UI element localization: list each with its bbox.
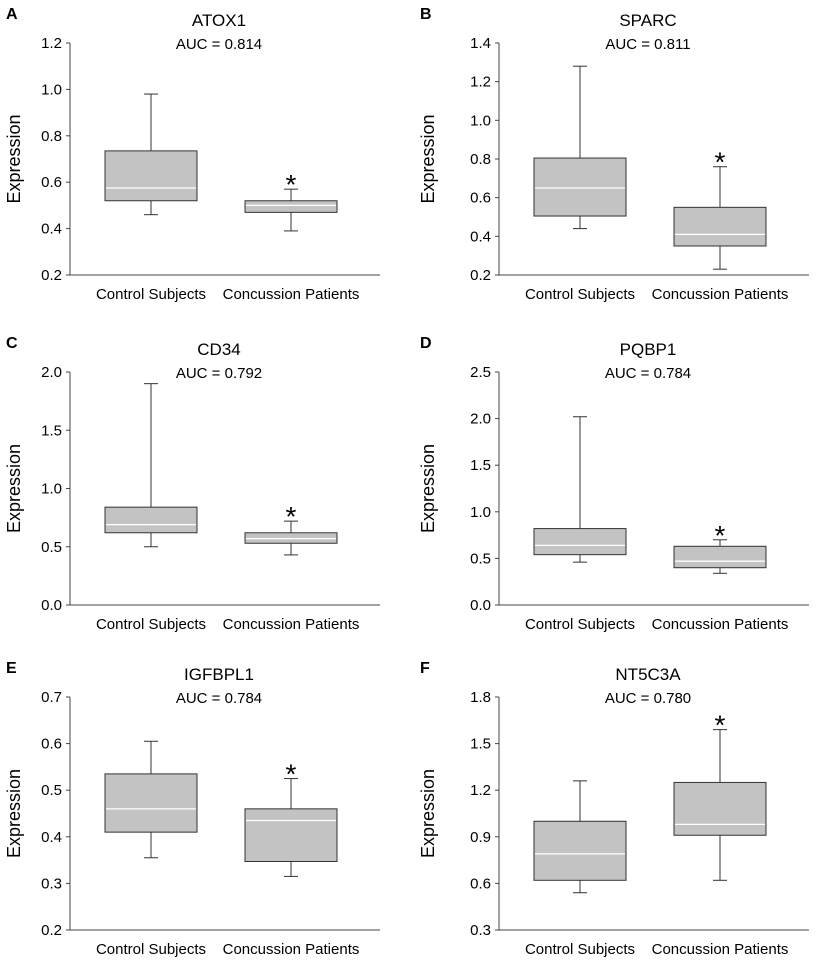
x-category-label: Control Subjects [96,941,206,958]
x-category-label: Control Subjects [525,286,635,303]
y-axis-label: Expression [4,769,24,858]
y-tick-label: 1.0 [41,481,62,498]
x-category-label: Concussion Patients [652,286,789,303]
chart-title: PQBP1 [620,340,677,359]
y-tick-label: 0.2 [470,267,491,284]
iqr-box [673,206,767,247]
auc-annotation: AUC = 0.784 [176,690,262,707]
iqr-box [104,773,198,833]
iqr-box [104,506,198,534]
iqr-box [533,528,627,556]
y-tick-label: 0.4 [470,228,491,245]
y-tick-label: 0.8 [41,128,62,145]
y-tick-label: 2.0 [470,411,491,428]
y-tick-label: 1.0 [470,504,491,521]
panel-letter: F [420,660,430,677]
iqr-box [673,545,767,569]
x-category-label: Control Subjects [525,941,635,958]
panel-letter: E [6,660,17,677]
y-tick-label: 0.8 [470,151,491,168]
panel-letter: D [420,335,432,352]
y-tick-label: 0.5 [41,539,62,556]
y-tick-label: 2.5 [470,364,491,381]
significance-marker: * [286,501,297,532]
auc-annotation: AUC = 0.780 [605,690,691,707]
y-tick-label: 1.2 [470,74,491,91]
auc-annotation: AUC = 0.811 [605,36,690,53]
y-tick-label: 1.5 [470,736,491,753]
significance-marker: * [286,169,297,200]
y-tick-label: 1.8 [470,689,491,706]
y-axis-label: Expression [4,444,24,533]
chart-panel-d: D PQBP1 AUC = 0.784 Expression 0.0 0.5 1.0 1.5 2… [418,335,809,633]
y-tick-label: 0.6 [470,875,491,892]
chart-panel-e: E IGFBPL1 AUC = 0.784 Expression 0.2 0.3 0.4 0.… [4,660,380,958]
auc-annotation: AUC = 0.814 [176,36,262,53]
auc-annotation: AUC = 0.792 [176,365,262,382]
x-category-label: Control Subjects [525,616,635,633]
y-tick-label: 0.6 [41,174,62,191]
panel-letter: B [420,6,432,23]
chart-title: ATOX1 [192,11,246,30]
y-tick-label: 0.3 [41,875,62,892]
chart-title: SPARC [619,11,676,30]
y-tick-label: 0.2 [41,267,62,284]
panel-letter: A [6,6,18,23]
panel-letter: C [6,335,18,352]
y-tick-label: 0.6 [470,190,491,207]
y-tick-label: 0.3 [470,922,491,939]
y-tick-label: 1.4 [470,35,491,52]
y-axis-label: Expression [4,114,24,203]
y-tick-label: 0.2 [41,922,62,939]
y-axis-label: Expression [418,769,438,858]
iqr-box [673,781,767,836]
x-category-label: Concussion Patients [223,616,360,633]
chart-title: CD34 [197,340,240,359]
chart-panel-c: C CD34 AUC = 0.792 Expression 0.0 0.5 1.0 1.5 2.… [4,335,380,633]
x-category-label: Control Subjects [96,286,206,303]
y-tick-label: 1.5 [41,422,62,439]
y-tick-label: 0.5 [41,782,62,799]
y-tick-label: 0.0 [41,597,62,614]
significance-marker: * [715,710,726,741]
y-tick-label: 0.9 [470,829,491,846]
significance-marker: * [715,147,726,178]
chart-title: NT5C3A [615,665,681,684]
x-category-label: Concussion Patients [652,941,789,958]
x-category-label: Control Subjects [96,616,206,633]
chart-panel-f: F NT5C3A AUC = 0.780 Expression 0.3 0.6 0.9 1.2… [418,660,809,958]
x-category-label: Concussion Patients [652,616,789,633]
x-category-label: Concussion Patients [223,941,360,958]
y-tick-label: 0.5 [470,550,491,567]
chart-panel-b: B SPARC AUC = 0.811 Expression 0.2 0.4 0.6 0.8 1… [418,6,809,303]
iqr-box [244,808,338,862]
iqr-box [533,820,627,881]
y-tick-label: 0.6 [41,736,62,753]
y-tick-label: 2.0 [41,364,62,381]
y-tick-label: 1.2 [470,782,491,799]
y-tick-label: 0.4 [41,221,62,238]
y-tick-label: 0.4 [41,829,62,846]
y-tick-label: 1.5 [470,457,491,474]
auc-annotation: AUC = 0.784 [605,365,691,382]
iqr-box [533,157,627,217]
chart-title: IGFBPL1 [184,665,254,684]
x-category-label: Concussion Patients [223,286,360,303]
y-axis-label: Expression [418,444,438,533]
y-tick-label: 1.2 [41,35,62,52]
iqr-box [244,200,338,213]
y-tick-label: 0.0 [470,597,491,614]
y-tick-label: 1.0 [470,112,491,129]
y-tick-label: 1.0 [41,81,62,98]
chart-panel-a: A ATOX1 AUC = 0.814 Expression 0.2 0.4 0.6 0.8 1… [4,6,380,303]
y-axis-label: Expression [418,114,438,203]
iqr-box [104,150,198,202]
y-tick-label: 0.7 [41,689,62,706]
significance-marker: * [715,520,726,551]
significance-marker: * [286,759,297,790]
